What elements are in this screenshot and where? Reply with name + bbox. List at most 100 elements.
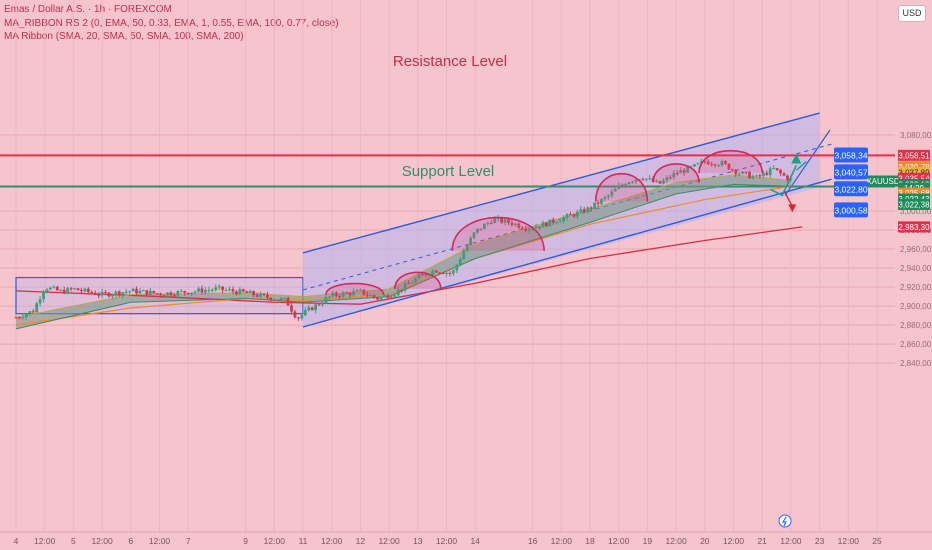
candle-body bbox=[600, 199, 603, 204]
candle-body bbox=[162, 295, 166, 297]
candle-body bbox=[569, 214, 572, 216]
candle-body bbox=[631, 181, 634, 183]
price-axis-label-box bbox=[868, 175, 898, 187]
candle-body bbox=[365, 294, 369, 296]
candle-body bbox=[730, 169, 734, 171]
candle-body bbox=[376, 297, 380, 300]
time-axis-tick: 12:00 bbox=[34, 536, 56, 546]
time-axis-tick: 5 bbox=[71, 536, 76, 546]
time-axis: 4 12:00 5 12:00 6 12:00 7 9 12:00 11 12:00 12 12:00 1… bbox=[0, 531, 932, 546]
candle-body bbox=[513, 223, 517, 226]
candle-body bbox=[538, 226, 541, 228]
candle-body bbox=[662, 180, 665, 184]
candle-body bbox=[668, 177, 672, 179]
candle-body bbox=[272, 299, 276, 301]
candle-body bbox=[627, 182, 631, 185]
candle-body bbox=[786, 175, 789, 180]
candle-body bbox=[438, 272, 442, 274]
time-axis-tick: 13 bbox=[413, 536, 423, 546]
candle-body bbox=[310, 307, 314, 311]
candle-body bbox=[445, 272, 448, 274]
time-axis-tick: 12:00 bbox=[838, 536, 860, 546]
time-axis-tick: 11 bbox=[299, 536, 308, 546]
candle-body bbox=[307, 307, 311, 311]
candle-body bbox=[655, 180, 658, 182]
candle-body bbox=[582, 209, 586, 213]
candle-body bbox=[534, 226, 538, 229]
candle-body bbox=[665, 177, 669, 181]
candle-body bbox=[290, 305, 293, 312]
candle-body bbox=[317, 304, 321, 306]
candle-body bbox=[49, 287, 52, 290]
candle-body bbox=[231, 289, 235, 292]
candle-body bbox=[138, 290, 142, 294]
candle-body bbox=[493, 218, 497, 224]
price-callout-value: 3,000,58 bbox=[834, 205, 867, 215]
candle-body bbox=[572, 214, 576, 217]
candle-body bbox=[768, 168, 772, 175]
candle-body bbox=[221, 286, 225, 291]
candle-body bbox=[779, 169, 782, 174]
candle-body bbox=[486, 222, 490, 225]
candle-body bbox=[334, 292, 338, 296]
currency-button[interactable]: USD bbox=[898, 5, 926, 22]
candle-body bbox=[548, 219, 552, 227]
channel-upper-line bbox=[302, 112, 820, 254]
candle-body bbox=[524, 228, 528, 231]
candle-body bbox=[451, 270, 455, 274]
candle-body bbox=[589, 207, 593, 209]
ma-100-line bbox=[15, 185, 791, 326]
candle-body bbox=[420, 274, 424, 276]
ma-200-line bbox=[15, 226, 803, 305]
candle-body bbox=[31, 311, 35, 313]
price-callout-box bbox=[834, 164, 868, 180]
price-axis-tick: 2,880,00 bbox=[900, 321, 932, 330]
candle-body bbox=[724, 161, 727, 164]
candle-body bbox=[396, 289, 400, 296]
levels bbox=[0, 154, 895, 188]
candle-body bbox=[107, 292, 111, 297]
candle-body bbox=[28, 311, 32, 315]
candle-body bbox=[462, 251, 466, 260]
candle-body bbox=[417, 274, 421, 279]
candle-body bbox=[55, 286, 59, 291]
candle-body bbox=[38, 299, 42, 304]
price-axis-tick: 3,000,00 bbox=[900, 207, 932, 216]
candle-body bbox=[606, 195, 610, 198]
candle-body bbox=[741, 171, 745, 174]
ma-ribbon-legend: MA Ribbon (SMA, 20, SMA, 50, SMA, 100, S… bbox=[4, 31, 244, 42]
candle-body bbox=[772, 168, 776, 170]
candle-body bbox=[276, 299, 280, 301]
candle-body bbox=[727, 163, 731, 170]
candle-body bbox=[328, 296, 331, 298]
candle-body bbox=[176, 291, 180, 296]
candle-body bbox=[183, 291, 187, 293]
time-axis-tick: 7 bbox=[186, 536, 191, 546]
projection-arrows bbox=[769, 153, 807, 213]
price-callout-box bbox=[834, 202, 868, 218]
candle-body bbox=[324, 297, 328, 304]
candle-body bbox=[21, 317, 25, 319]
time-axis-tick: 12:00 bbox=[149, 536, 171, 546]
time-axis-tick: 9 bbox=[243, 536, 248, 546]
cup-arc bbox=[394, 271, 442, 290]
candle-body bbox=[431, 270, 435, 276]
candle-body bbox=[73, 288, 76, 290]
candle-body bbox=[699, 161, 703, 164]
candle-body bbox=[62, 289, 66, 294]
candle-body bbox=[197, 288, 200, 292]
candle-body bbox=[69, 288, 73, 290]
candle-body bbox=[262, 293, 266, 295]
candle-body bbox=[758, 175, 762, 177]
candle-body bbox=[682, 170, 686, 173]
candle-body bbox=[675, 173, 679, 175]
candle-body bbox=[579, 209, 583, 212]
candle-body bbox=[469, 237, 473, 246]
candle-body bbox=[520, 227, 524, 229]
candle-body bbox=[717, 165, 720, 167]
price-axis-label-value: 3,022,38 bbox=[898, 200, 930, 209]
candle-body bbox=[166, 292, 169, 296]
candle-body bbox=[686, 166, 689, 173]
time-axis-tick: 12:00 bbox=[780, 536, 802, 546]
